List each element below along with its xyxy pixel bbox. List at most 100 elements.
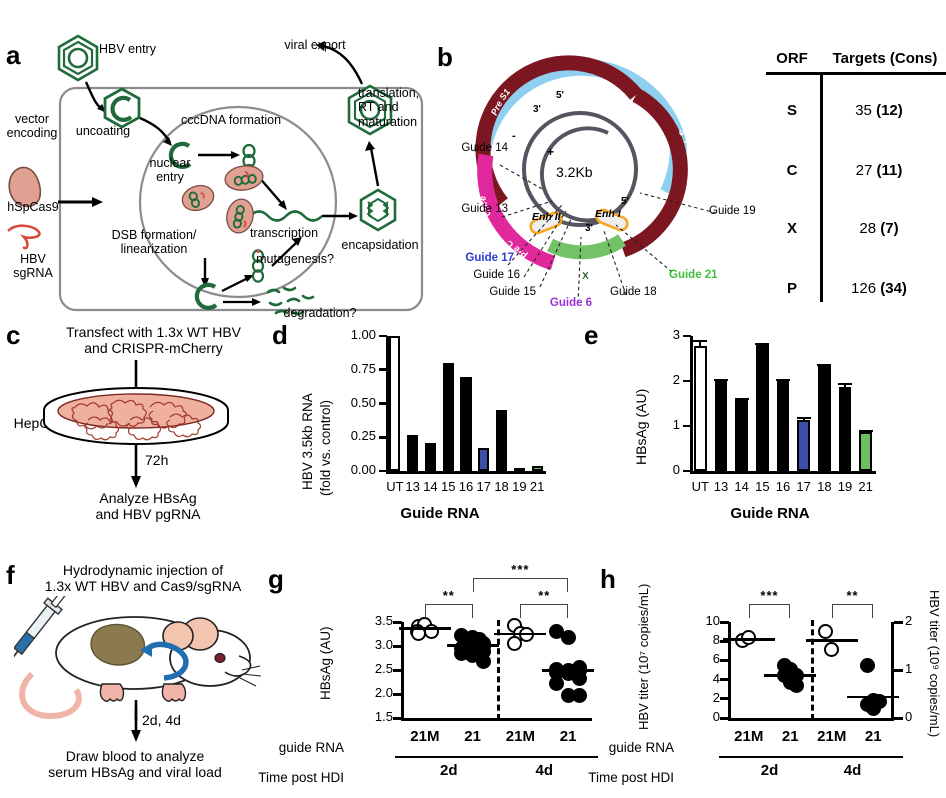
y-tick	[683, 469, 691, 473]
y-tick	[720, 716, 729, 720]
panel-g-chart: 1.5 2.0 2.5 3.0 3.5 21M 21 21M 21 2d 4d ** ** ***	[345, 556, 600, 786]
orf-row-p-name: P	[786, 280, 797, 297]
time-underline	[718, 756, 821, 759]
bar	[478, 448, 490, 471]
y-tick	[379, 435, 387, 439]
y-tick	[720, 658, 729, 662]
group-divider	[811, 620, 814, 720]
y-tick-label: 10	[705, 613, 720, 628]
bar	[838, 386, 852, 471]
y-tick-label: 8	[712, 632, 720, 648]
x-tick-label: 21	[858, 479, 873, 494]
bar	[755, 344, 769, 471]
y-tick-label: 2	[712, 689, 720, 705]
panel-f-time-label: 2d, 4d	[142, 712, 181, 728]
panel-c-top-text: Transfect with 1.3x WT HBV and CRISPR-mC…	[65, 324, 242, 357]
guide-label-15: Guide 15	[489, 286, 536, 298]
group-guide-label: 21	[464, 728, 481, 745]
error-cap	[776, 378, 790, 381]
y-tick-label-right: 1	[905, 661, 913, 676]
y-axis	[386, 336, 389, 471]
y-tick-label: 1	[672, 417, 680, 432]
y-tick	[720, 620, 729, 624]
guide-label-16: Guide 16	[473, 269, 520, 281]
y-tick-label-right: 2	[905, 613, 913, 628]
time-underline	[490, 756, 599, 759]
error-bar	[699, 340, 702, 348]
y-tick-label: 0.75	[350, 360, 376, 376]
bar	[389, 336, 401, 471]
svg-text:3': 3'	[585, 223, 593, 234]
data-point	[824, 642, 840, 658]
label-dsb-formation: DSB formation/ linearization	[111, 228, 197, 257]
y-tick	[393, 668, 402, 672]
y-tick	[683, 424, 691, 428]
x-tick-label: 13	[713, 479, 729, 494]
data-point	[476, 654, 492, 670]
label-hbv-entry: HBV entry	[99, 42, 156, 56]
svg-text:X: X	[582, 271, 589, 282]
orf-table-header-orf: ORF	[776, 50, 808, 67]
x-tick-label: UT	[386, 479, 404, 494]
panel-c-dish-diagram	[43, 360, 229, 488]
y-tick	[379, 334, 387, 338]
sig-bracket	[748, 604, 791, 618]
group-guide-label: 21	[864, 728, 882, 745]
error-bar	[864, 429, 867, 435]
x-tick-label: 17	[796, 479, 811, 494]
panel-e-chart: 0 1 2 3 UT 13 14 15 16 17 18 19 21	[650, 327, 880, 505]
y-tick-label: 0.00	[350, 462, 376, 477]
label-nuclear-entry: nuclear entry	[149, 156, 191, 185]
orf-row-s-value: 35 (12)	[855, 102, 903, 119]
y-tick	[720, 697, 729, 701]
bar	[735, 399, 749, 471]
group-guide-label: 21	[559, 728, 577, 745]
orf-row-s-name: S	[786, 102, 797, 119]
panel-b-genome-map: Pre S1 Pre S2 S Pol Core Pre C X 5' 3' -…	[473, 43, 717, 304]
label-vector-encoding: vector encoding	[6, 112, 58, 141]
y-tick	[683, 334, 691, 338]
error-cap	[734, 397, 749, 400]
orf-row-c-name: C	[786, 162, 798, 179]
panel-letter-g: g	[268, 564, 284, 594]
data-point	[571, 688, 587, 704]
error-cap	[817, 363, 832, 366]
data-point	[859, 657, 875, 673]
group-guide-label: 21	[781, 728, 799, 745]
panel-g-ylabel: HBsAg (AU)	[318, 626, 333, 700]
panel-letter-f: f	[6, 560, 15, 590]
panel-c-bottom-text: Analyze HBsAg and HBV pgRNA	[95, 490, 201, 523]
x-tick-label: 16	[458, 479, 474, 494]
x-tick-label: 21	[529, 479, 545, 494]
label-mutagenesis: mutagenesis?	[256, 252, 334, 266]
bar	[817, 366, 831, 471]
orf-row-x-name: X	[786, 220, 797, 237]
x-tick-label: 18	[817, 479, 832, 494]
data-point	[549, 676, 565, 692]
y-tick	[379, 368, 387, 372]
mean-line	[847, 695, 900, 699]
panel-letter-c: c	[6, 320, 21, 350]
bar	[460, 377, 472, 471]
panel-g-xlabel-time: Time post HDI	[258, 770, 344, 785]
error-bar	[740, 397, 743, 402]
error-cap	[693, 340, 708, 343]
data-point	[424, 624, 440, 640]
y-tick	[393, 620, 402, 624]
guide-label-19: Guide 19	[709, 205, 756, 217]
y-tick-label: 2.5	[374, 661, 393, 676]
guide-label-17: Guide 17	[465, 252, 514, 264]
label-degradation: degradation?	[283, 306, 357, 320]
error-cap	[838, 382, 852, 385]
panel-h-ylabel-right: HBV titer (10⁹ copies/mL)	[927, 590, 942, 738]
y-tick-label: 3	[672, 327, 680, 342]
error-bar	[802, 417, 805, 423]
x-tick-label: 16	[775, 479, 791, 494]
error-bar	[844, 382, 846, 389]
error-cap	[714, 379, 728, 382]
panel-f-down-arrow	[131, 700, 141, 742]
orf-table: ORF Targets (Cons) S 35 (12) C 27 (11) X…	[762, 50, 946, 310]
panel-g-xlabel-guide: guide RNA	[278, 740, 344, 755]
panel-f-mouse-diagram	[14, 596, 262, 721]
x-tick-label: 15	[755, 479, 770, 494]
